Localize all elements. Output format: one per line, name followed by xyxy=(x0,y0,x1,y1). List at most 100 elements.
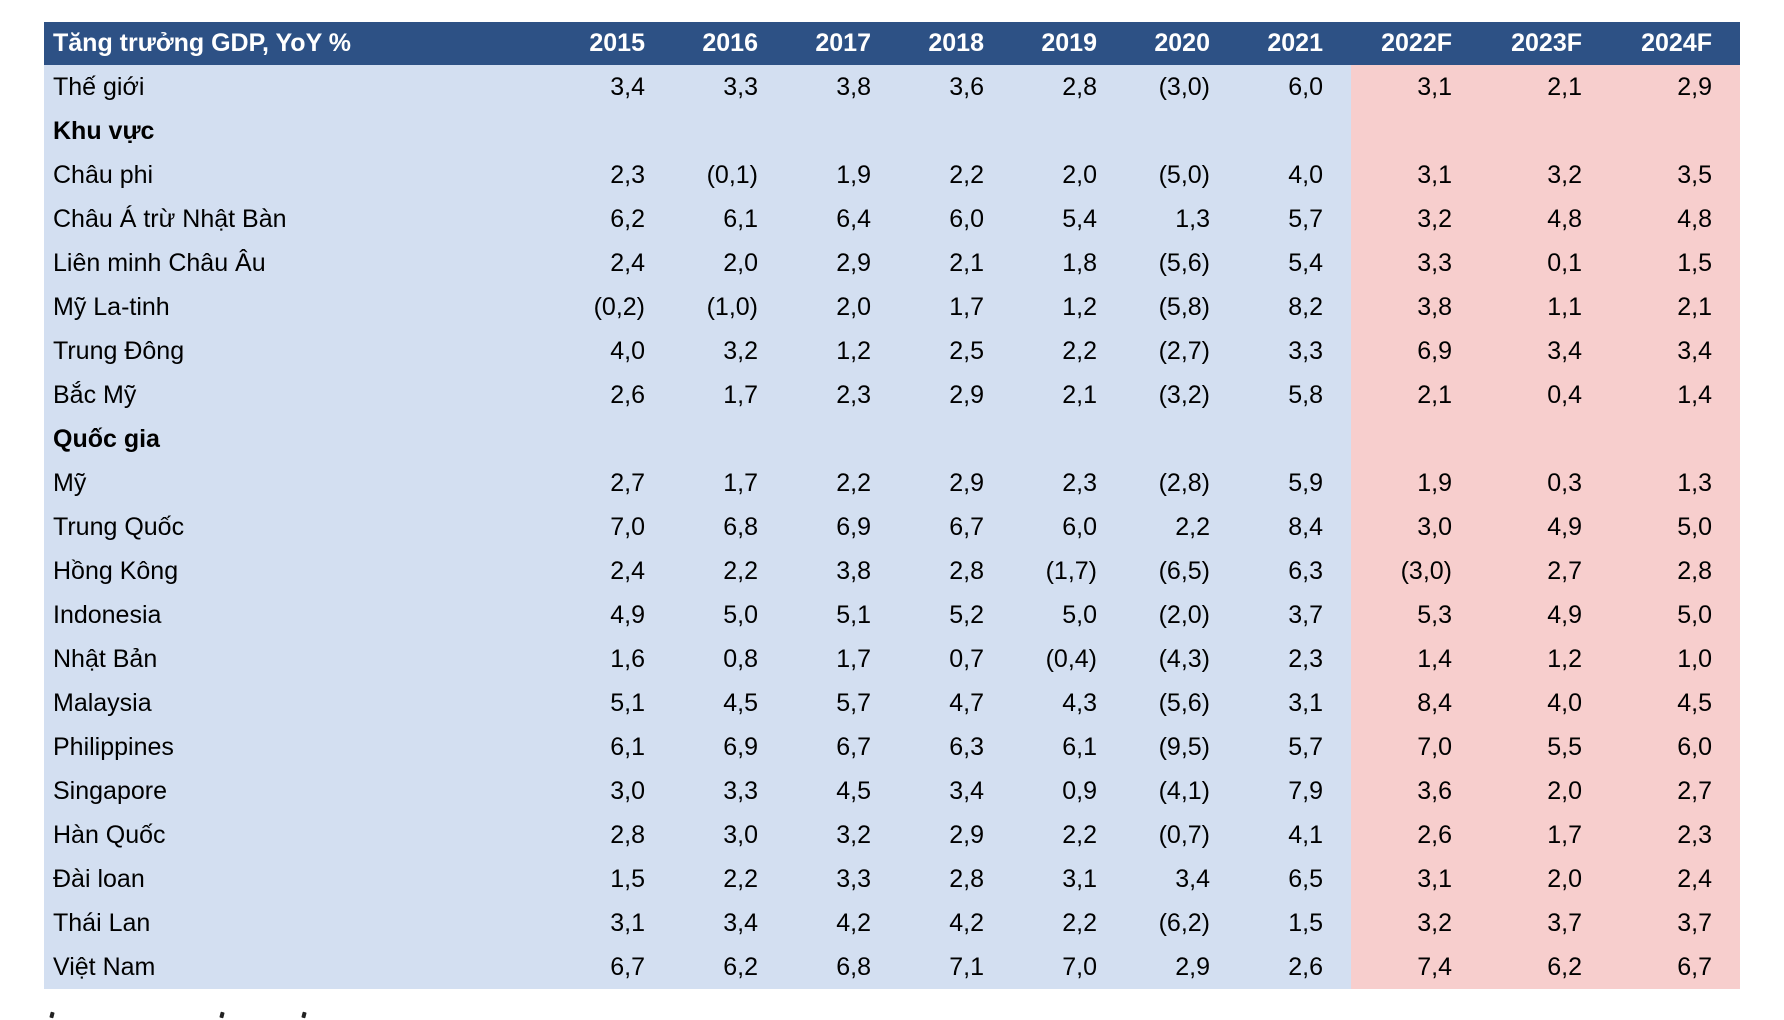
value-cell: 4,9 xyxy=(560,593,673,637)
forecast-cell: 3,8 xyxy=(1351,285,1480,329)
value-cell: 3,4 xyxy=(1125,857,1238,901)
value-cell: 2,9 xyxy=(1125,945,1238,989)
value-cell: 3,8 xyxy=(786,549,899,593)
value-cell: 1,5 xyxy=(560,857,673,901)
forecast-cell: (3,0) xyxy=(1351,549,1480,593)
value-cell: 7,0 xyxy=(560,505,673,549)
value-cell: (5,8) xyxy=(1125,285,1238,329)
forecast-cell: 3,1 xyxy=(1351,857,1480,901)
value-cell: 2,2 xyxy=(673,549,786,593)
table-row: Thái Lan 3,1 3,4 4,2 4,2 2,2 (6,2) 1,5 3,2 3,7 3,7 xyxy=(44,901,1740,945)
value-cell: 2,2 xyxy=(1012,901,1125,945)
forecast-cell: 3,7 xyxy=(1480,901,1610,945)
value-cell xyxy=(673,109,786,153)
value-cell: 1,3 xyxy=(1125,197,1238,241)
value-cell: 4,5 xyxy=(786,769,899,813)
value-cell: 3,1 xyxy=(1012,857,1125,901)
table-row: Malaysia 5,1 4,5 5,7 4,7 4,3 (5,6) 3,1 8,4 4,0 4,5 xyxy=(44,681,1740,725)
value-cell: (3,2) xyxy=(1125,373,1238,417)
value-cell xyxy=(560,417,673,461)
value-cell: 6,0 xyxy=(899,197,1012,241)
value-cell: (4,1) xyxy=(1125,769,1238,813)
row-label: Châu phi xyxy=(44,153,560,197)
value-cell: 6,8 xyxy=(786,945,899,989)
forecast-cell: 3,5 xyxy=(1610,153,1740,197)
forecast-cell xyxy=(1351,417,1480,461)
table-row: Singapore 3,0 3,3 4,5 3,4 0,9 (4,1) 7,9 3,6 2,0 2,… xyxy=(44,769,1740,813)
value-cell: (4,3) xyxy=(1125,637,1238,681)
section-row: Khu vực xyxy=(44,109,1740,153)
forecast-cell: 0,4 xyxy=(1480,373,1610,417)
value-cell: 2,2 xyxy=(786,461,899,505)
value-cell: 5,0 xyxy=(1012,593,1125,637)
value-cell: 5,7 xyxy=(1238,725,1351,769)
row-label: Liên minh Châu Âu xyxy=(44,241,560,285)
forecast-cell: 2,7 xyxy=(1480,549,1610,593)
column-header-2017: 2017 xyxy=(786,22,899,65)
value-cell: 8,2 xyxy=(1238,285,1351,329)
clipped-caption-fragment xyxy=(301,1011,307,1019)
column-header-2018: 2018 xyxy=(899,22,1012,65)
value-cell: 2,5 xyxy=(899,329,1012,373)
row-label: Philippines xyxy=(44,725,560,769)
value-cell: 5,4 xyxy=(1238,241,1351,285)
value-cell: 5,9 xyxy=(1238,461,1351,505)
column-header-2021: 2021 xyxy=(1238,22,1351,65)
value-cell: 6,1 xyxy=(673,197,786,241)
value-cell: (9,5) xyxy=(1125,725,1238,769)
value-cell xyxy=(786,417,899,461)
row-label: Indonesia xyxy=(44,593,560,637)
value-cell xyxy=(560,109,673,153)
value-cell: (6,2) xyxy=(1125,901,1238,945)
value-cell: 2,3 xyxy=(1012,461,1125,505)
table-row: Liên minh Châu Âu 2,4 2,0 2,9 2,1 1,8 (5,6) 5,4… xyxy=(44,241,1740,285)
column-header-2016: 2016 xyxy=(673,22,786,65)
forecast-cell: 2,1 xyxy=(1480,65,1610,109)
row-label: Thái Lan xyxy=(44,901,560,945)
row-label: Đài loan xyxy=(44,857,560,901)
forecast-cell: 2,9 xyxy=(1610,65,1740,109)
value-cell: (1,0) xyxy=(673,285,786,329)
value-cell: 6,4 xyxy=(786,197,899,241)
column-header-2023f: 2023F xyxy=(1480,22,1610,65)
value-cell: 7,1 xyxy=(899,945,1012,989)
value-cell: 0,9 xyxy=(1012,769,1125,813)
value-cell: 3,4 xyxy=(560,65,673,109)
table-row: Việt Nam 6,7 6,2 6,8 7,1 7,0 2,9 2,6 7,4 6,2 6,7 xyxy=(44,945,1740,989)
forecast-cell: 5,0 xyxy=(1610,593,1740,637)
value-cell: 3,8 xyxy=(786,65,899,109)
forecast-cell: 4,5 xyxy=(1610,681,1740,725)
value-cell: 2,1 xyxy=(1012,373,1125,417)
forecast-cell xyxy=(1480,109,1610,153)
value-cell: (0,2) xyxy=(560,285,673,329)
column-header-2020: 2020 xyxy=(1125,22,1238,65)
value-cell xyxy=(786,109,899,153)
value-cell: 2,6 xyxy=(1238,945,1351,989)
row-label: Quốc gia xyxy=(44,417,560,461)
forecast-cell: 1,3 xyxy=(1610,461,1740,505)
value-cell: (3,0) xyxy=(1125,65,1238,109)
row-label: Khu vực xyxy=(44,109,560,153)
value-cell: 1,7 xyxy=(899,285,1012,329)
forecast-cell: 2,0 xyxy=(1480,769,1610,813)
value-cell: 6,7 xyxy=(786,725,899,769)
table-row: Nhật Bản 1,6 0,8 1,7 0,7 (0,4) (4,3) 2,3 1,4 1,2 1… xyxy=(44,637,1740,681)
value-cell: 4,1 xyxy=(1238,813,1351,857)
forecast-cell: 2,3 xyxy=(1610,813,1740,857)
value-cell: 8,4 xyxy=(1238,505,1351,549)
value-cell: 5,8 xyxy=(1238,373,1351,417)
value-cell: 2,9 xyxy=(899,461,1012,505)
forecast-cell: 3,6 xyxy=(1351,769,1480,813)
value-cell: 3,4 xyxy=(899,769,1012,813)
row-label: Bắc Mỹ xyxy=(44,373,560,417)
forecast-cell xyxy=(1610,417,1740,461)
forecast-cell: 2,4 xyxy=(1610,857,1740,901)
value-cell: 3,4 xyxy=(673,901,786,945)
table-row: Châu Á trừ Nhật Bàn 6,2 6,1 6,4 6,0 5,4 1,3 5,7… xyxy=(44,197,1740,241)
forecast-cell: 6,7 xyxy=(1610,945,1740,989)
value-cell xyxy=(1125,109,1238,153)
value-cell: 4,2 xyxy=(786,901,899,945)
forecast-cell: 2,1 xyxy=(1351,373,1480,417)
table-row: Hàn Quốc 2,8 3,0 3,2 2,9 2,2 (0,7) 4,1 2,6 1,7 2,3 xyxy=(44,813,1740,857)
section-row: Quốc gia xyxy=(44,417,1740,461)
